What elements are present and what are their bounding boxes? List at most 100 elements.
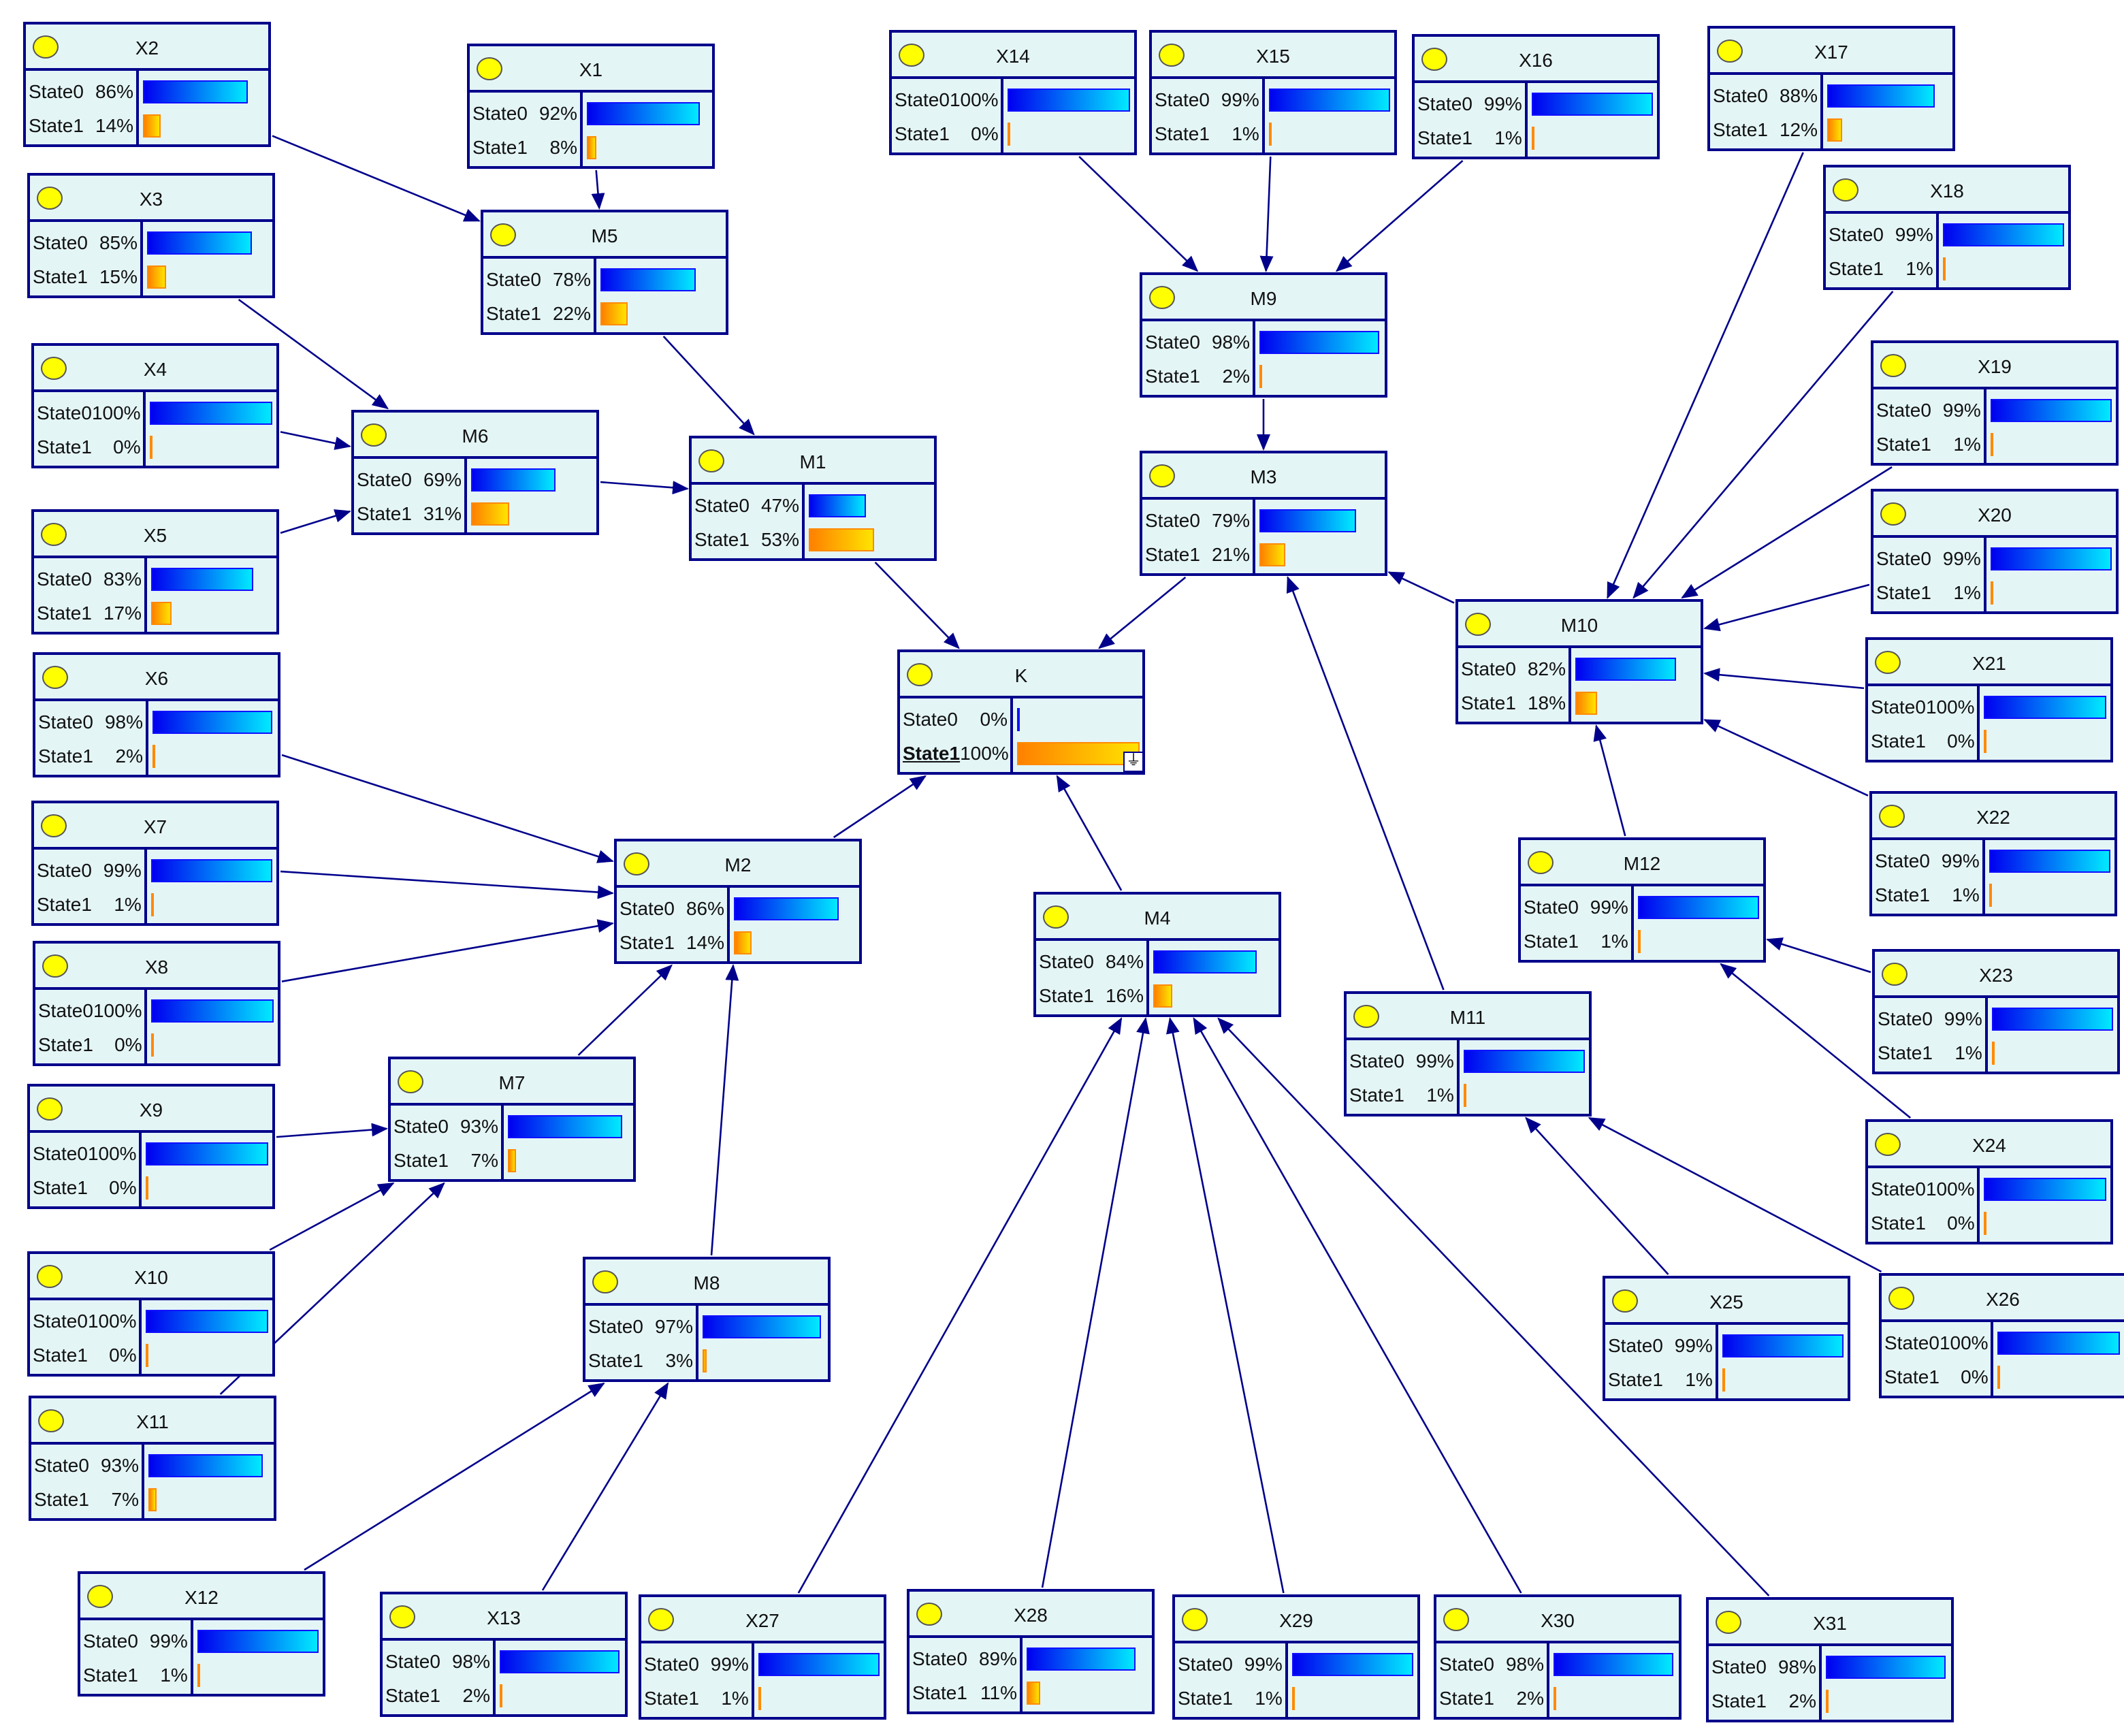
node-m1[interactable]: M1 State0 47% State1 53% [689, 436, 937, 561]
node-m5[interactable]: M5 State0 78% State1 22% [481, 210, 728, 335]
state-label: State0 [37, 858, 92, 880]
state-probability: 0% [1961, 1365, 1989, 1387]
state-probability: 31% [423, 502, 462, 524]
node-status-icon [41, 523, 67, 546]
state-probability: 100% [960, 741, 1009, 763]
node-x16[interactable]: X16 State0 99% State1 1% [1412, 34, 1660, 159]
edge-x24-to-m12 [1720, 963, 1912, 1119]
node-x30[interactable]: X30 State0 98% State1 2% [1434, 1594, 1682, 1720]
probability-bar [150, 402, 273, 425]
probability-bar [1984, 1212, 1987, 1235]
node-x13[interactable]: X13 State0 98% State1 2% [380, 1592, 628, 1717]
state-probability: 100% [87, 1142, 137, 1163]
state-label: State0 [37, 567, 92, 589]
state-label: State0 [33, 231, 88, 253]
state-row: State1 1% [1876, 575, 1981, 609]
node-x14[interactable]: X14 State0 100% State1 0% [889, 30, 1137, 155]
node-x2[interactable]: X2 State0 86% State1 14% [23, 22, 271, 147]
node-x10[interactable]: X10 State0 100% State1 0% [27, 1251, 275, 1377]
node-x6[interactable]: X6 State0 98% State1 2% [33, 652, 280, 777]
state-probability: 86% [686, 897, 724, 918]
node-x25[interactable]: X25 State0 99% State1 1% [1603, 1276, 1850, 1401]
probability-bar [1259, 331, 1380, 354]
state-probability: 98% [451, 1650, 490, 1671]
state-row: State0 47% [694, 487, 799, 521]
node-x9[interactable]: X9 State0 100% State1 0% [27, 1084, 275, 1209]
node-x15[interactable]: X15 State0 99% State1 1% [1149, 30, 1397, 155]
edge-x17-to-m10 [1607, 152, 1804, 599]
node-x31[interactable]: X31 State0 98% State1 2% [1706, 1597, 1954, 1722]
node-k[interactable]: K State0 0% State1 100% ⏚ [897, 649, 1145, 775]
state-label: State0 [1875, 849, 1930, 871]
node-status-icon [42, 666, 68, 689]
node-x7[interactable]: X7 State0 99% State1 1% [31, 801, 279, 926]
state-probability: 98% [1505, 1652, 1544, 1674]
probability-bar [1984, 730, 1987, 753]
node-x1[interactable]: X1 State0 92% State1 8% [467, 44, 715, 169]
node-x24[interactable]: X24 State0 100% State1 0% [1865, 1119, 2113, 1244]
state-probability: 100% [93, 999, 142, 1020]
node-m11[interactable]: M11 State0 99% State1 1% [1344, 991, 1592, 1116]
node-x27[interactable]: X27 State0 99% State1 1% [639, 1594, 886, 1720]
node-title: M10 [1560, 614, 1598, 636]
node-status-icon [490, 223, 516, 246]
node-x23[interactable]: X23 State0 99% State1 1% [1872, 949, 2120, 1074]
state-row: State0 83% [37, 561, 142, 595]
edge-x7-to-m2 [280, 870, 614, 899]
evidence-ground-icon[interactable]: ⏚ [1123, 752, 1144, 772]
node-status-icon [41, 357, 67, 380]
node-title: X23 [1979, 964, 2013, 986]
state-probability: 1% [1952, 883, 1980, 905]
state-row: State0 98% [1711, 1649, 1816, 1683]
node-m12[interactable]: M12 State0 99% State1 1% [1518, 837, 1766, 963]
node-m10[interactable]: M10 State0 82% State1 18% [1455, 599, 1703, 724]
state-row: State1 1% [1875, 877, 1980, 911]
node-x21[interactable]: X21 State0 100% State1 0% [1865, 637, 2113, 762]
state-label: State0 [903, 707, 958, 729]
node-x18[interactable]: X18 State0 99% State1 1% [1823, 165, 2071, 290]
probability-bar [1942, 223, 2064, 246]
state-label: State0 [38, 710, 93, 732]
node-x26[interactable]: X26 State0 100% State1 0% [1879, 1273, 2124, 1398]
node-x17[interactable]: X17 State0 88% State1 12% [1707, 26, 1955, 151]
node-x12[interactable]: X12 State0 99% State1 1% [78, 1571, 325, 1697]
probability-bar [1722, 1368, 1725, 1392]
state-row: State1 1% [1876, 426, 1981, 460]
probability-bar [1827, 118, 1842, 142]
state-label: State0 [393, 1114, 449, 1136]
state-probability: 1% [160, 1663, 188, 1685]
probability-bar [151, 1033, 155, 1057]
state-probability: 99% [1244, 1652, 1283, 1674]
state-row: State1 2% [38, 738, 143, 772]
probability-bar [143, 114, 161, 138]
node-x28[interactable]: X28 State0 89% State1 11% [907, 1589, 1155, 1714]
node-status-icon [698, 449, 724, 472]
node-x8[interactable]: X8 State0 100% State1 0% [33, 941, 280, 1066]
node-m4[interactable]: M4 State0 84% State1 16% [1033, 892, 1281, 1017]
state-row: State0 100% [895, 82, 999, 116]
state-probability: 100% [949, 88, 999, 110]
node-m7[interactable]: M7 State0 93% State1 7% [388, 1057, 636, 1182]
node-m3[interactable]: M3 State0 79% State1 21% [1140, 451, 1387, 576]
node-title: X20 [1978, 504, 2012, 526]
node-x22[interactable]: X22 State0 99% State1 1% [1869, 791, 2117, 916]
state-row: State0 99% [1878, 1001, 1982, 1035]
state-probability: 98% [104, 710, 143, 732]
edge-x25-to-m11 [1525, 1116, 1669, 1275]
node-x11[interactable]: X11 State0 93% State1 7% [29, 1396, 276, 1521]
node-x20[interactable]: X20 State0 99% State1 1% [1871, 489, 2119, 614]
edge-x16-to-m9 [1335, 160, 1464, 272]
node-m2[interactable]: M2 State0 86% State1 14% [614, 839, 862, 964]
node-m6[interactable]: M6 State0 69% State1 31% [351, 410, 599, 535]
node-title: X28 [1014, 1604, 1048, 1626]
node-m8[interactable]: M8 State0 97% State1 3% [583, 1257, 831, 1382]
node-m9[interactable]: M9 State0 98% State1 2% [1140, 272, 1387, 398]
node-x4[interactable]: X4 State0 100% State1 0% [31, 343, 279, 468]
state-label: State0 [1876, 398, 1931, 420]
node-x5[interactable]: X5 State0 83% State1 17% [31, 509, 279, 634]
state-row: State1 8% [472, 129, 577, 163]
node-x29[interactable]: X29 State0 99% State1 1% [1172, 1594, 1420, 1720]
node-x3[interactable]: X3 State0 85% State1 15% [27, 173, 275, 298]
state-probability: 99% [1590, 895, 1628, 917]
node-x19[interactable]: X19 State0 99% State1 1% [1871, 340, 2119, 466]
